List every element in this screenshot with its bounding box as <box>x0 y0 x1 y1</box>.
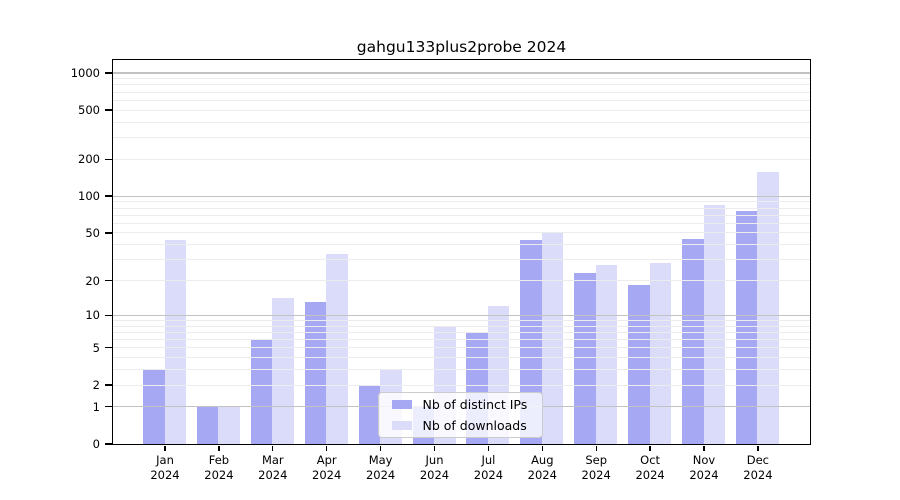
y-tick-label-200: 200 <box>78 152 100 167</box>
x-tick-may <box>379 445 382 451</box>
bar-nb-of-distinct-ips-may <box>358 384 381 444</box>
y-tick-label-20: 20 <box>85 273 100 288</box>
x-tick-nov <box>703 445 705 451</box>
x-tick-label-aug: Aug 2024 <box>527 453 557 482</box>
x-tick-label-jul: Jul 2024 <box>473 453 504 482</box>
bar-nb-of-distinct-ips-oct <box>628 285 650 444</box>
y-tick-100 <box>105 195 112 197</box>
x-tick-oct <box>649 445 651 451</box>
y-tick-label-1: 1 <box>92 399 100 414</box>
y-tick-500 <box>105 109 112 111</box>
y-tick-label-5: 5 <box>92 340 100 355</box>
x-tick-label-nov: Nov 2024 <box>689 453 719 482</box>
bar-nb-of-downloads-feb <box>218 406 240 444</box>
y-tick-5 <box>105 347 112 349</box>
x-tick-mar <box>272 445 274 451</box>
bar-nb-of-downloads-jan <box>164 240 186 444</box>
y-tick-1000 <box>105 72 112 74</box>
bar-nb-of-downloads-dec <box>757 172 779 444</box>
x-tick-jan <box>164 445 166 451</box>
y-tick-1 <box>105 406 112 408</box>
x-tick-label-sep: Sep 2024 <box>581 453 611 482</box>
y-tick-2 <box>105 384 112 386</box>
y-tick-10 <box>105 314 112 316</box>
y-tick-label-1000: 1000 <box>70 65 100 80</box>
x-tick-label-feb: Feb 2024 <box>204 453 234 482</box>
y-tick-label-0: 0 <box>92 437 100 451</box>
y-tick-label-500: 500 <box>78 103 100 118</box>
y-tick-20 <box>105 279 112 282</box>
legend-swatch-downloads <box>391 420 412 430</box>
x-tick-label-oct: Oct 2024 <box>635 453 665 482</box>
bar-nb-of-downloads-oct <box>649 262 672 444</box>
x-tick-jun <box>433 445 436 451</box>
legend-swatch-distinct-ips <box>391 399 412 409</box>
x-tick-label-jun: Jun 2024 <box>419 453 450 482</box>
bar-nb-of-distinct-ips-apr <box>304 301 327 444</box>
x-tick-label-jan: Jan 2024 <box>150 453 180 482</box>
bar-nb-of-distinct-ips-dec <box>735 210 758 444</box>
legend-label-distinct-ips: Nb of distinct IPs <box>422 396 528 412</box>
x-tick-label-dec: Dec 2024 <box>743 453 773 482</box>
plot-area: Nb of distinct IPs Nb of downloads <box>111 58 811 445</box>
legend: Nb of distinct IPs Nb of downloads <box>377 391 543 438</box>
x-tick-dec <box>757 445 759 451</box>
bar-nb-of-downloads-apr <box>326 254 348 444</box>
bar-nb-of-distinct-ips-feb <box>196 406 219 444</box>
legend-item-downloads: Nb of downloads <box>391 417 542 434</box>
bar-nb-of-distinct-ips-mar <box>250 339 273 444</box>
legend-item-distinct-ips: Nb of distinct IPs <box>391 396 542 413</box>
x-tick-sep <box>595 445 597 451</box>
x-tick-label-mar: Mar 2024 <box>258 453 288 482</box>
chart-title: gahgu133plus2probe 2024 <box>356 38 567 56</box>
bar-nb-of-distinct-ips-nov <box>682 239 704 444</box>
y-tick-label-100: 100 <box>78 189 100 204</box>
x-tick-apr <box>326 445 328 451</box>
x-tick-feb <box>218 445 220 451</box>
y-tick-50 <box>105 232 112 234</box>
y-tick-0 <box>105 443 112 445</box>
y-tick-label-2: 2 <box>92 378 100 392</box>
bar-nb-of-distinct-ips-jan <box>143 369 165 444</box>
x-tick-jul <box>487 445 490 451</box>
bar-nb-of-downloads-sep <box>595 264 618 444</box>
y-tick-200 <box>105 158 112 160</box>
bars-layer <box>113 60 810 444</box>
y-tick-label-50: 50 <box>85 225 100 240</box>
bar-nb-of-downloads-aug <box>541 233 564 444</box>
x-tick-label-apr: Apr 2024 <box>312 453 342 482</box>
x-tick-aug <box>541 445 543 451</box>
bar-nb-of-distinct-ips-sep <box>574 272 596 444</box>
legend-label-downloads: Nb of downloads <box>422 417 527 433</box>
y-tick-label-10: 10 <box>85 308 100 323</box>
x-tick-label-may: May 2024 <box>365 453 396 482</box>
bar-nb-of-downloads-nov <box>703 204 725 444</box>
bar-nb-of-downloads-mar <box>272 298 294 444</box>
